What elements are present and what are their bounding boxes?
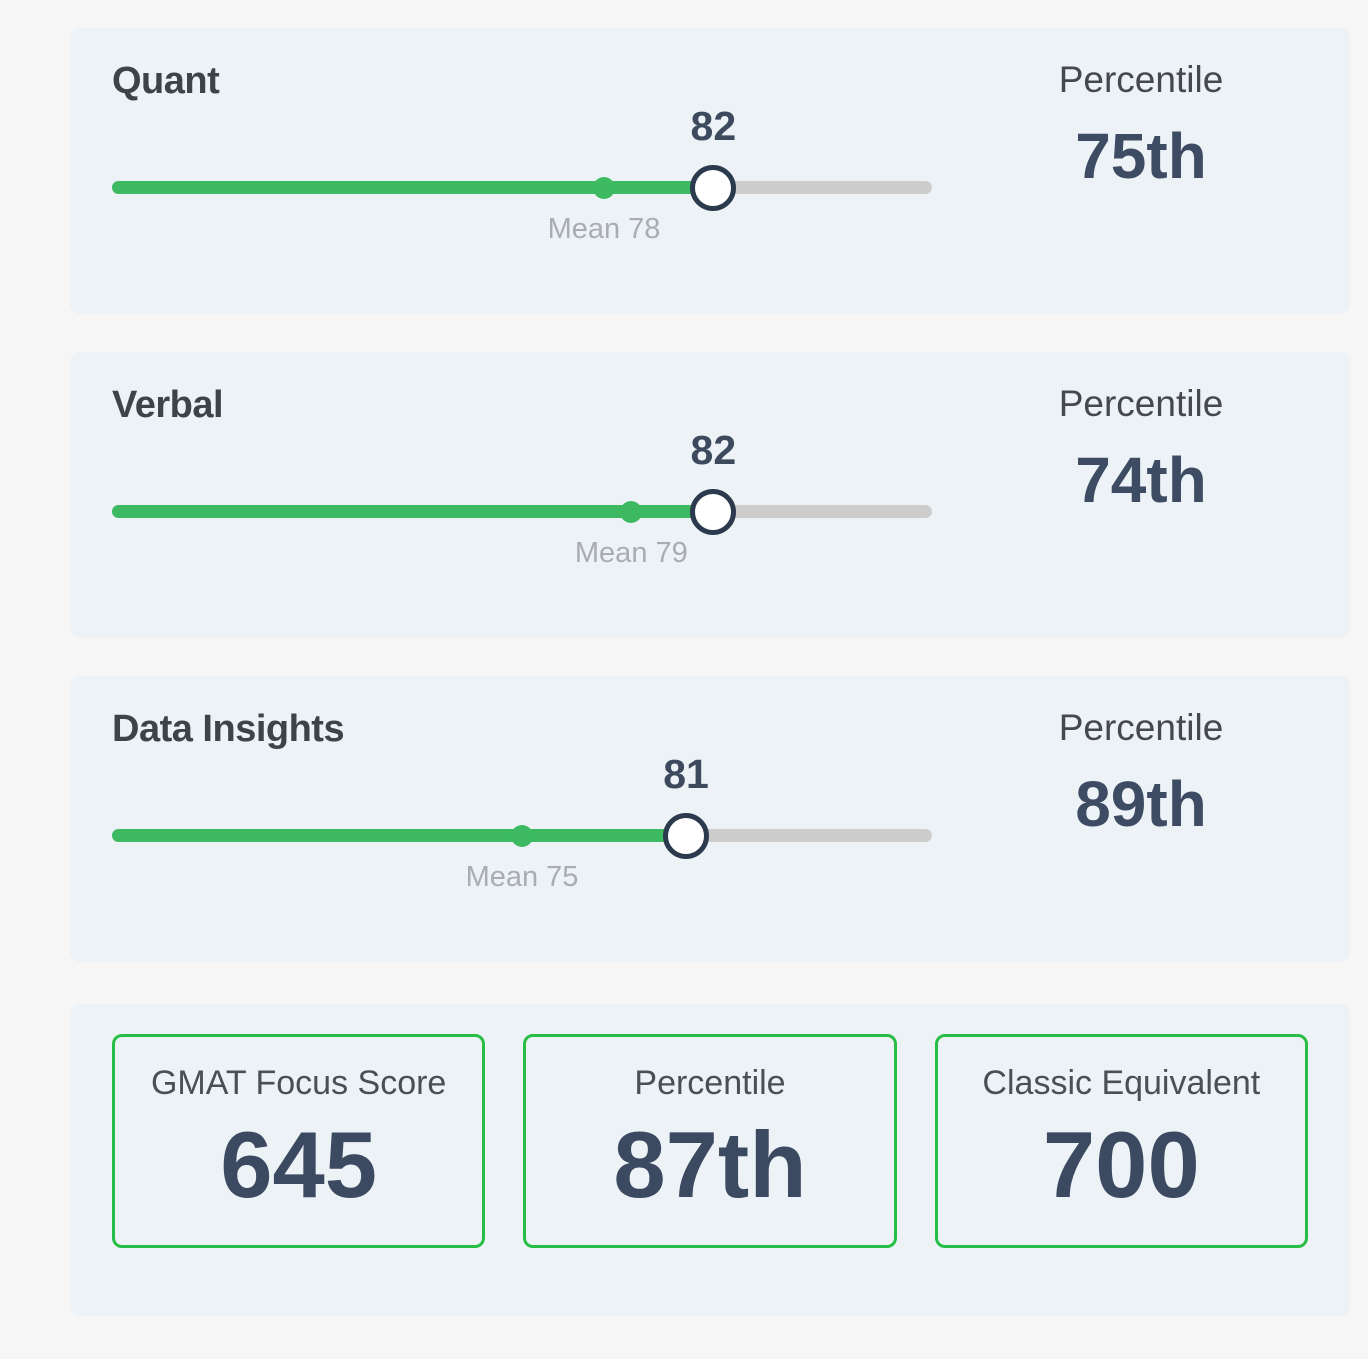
percentile-block: Percentile 74th <box>1001 382 1281 512</box>
score-report-page: Quant Percentile 75th 82 Mean 78 Verbal … <box>70 28 1350 1316</box>
slider-fill <box>112 181 714 194</box>
summary-card-value: 700 <box>1042 1111 1200 1217</box>
percentile-block: Percentile 89th <box>1001 706 1281 836</box>
slider-handle[interactable] <box>690 165 737 211</box>
mean-dot <box>620 501 643 523</box>
summary-card-label: Classic Equivalent <box>982 1064 1261 1102</box>
summary-card-label: GMAT Focus Score <box>150 1064 447 1102</box>
summary-card-classic-equivalent: Classic Equivalent 700 <box>934 1034 1308 1248</box>
percentile-heading: Percentile <box>1058 383 1224 424</box>
slider-handle[interactable] <box>690 489 737 535</box>
section-title: Quant <box>112 60 220 102</box>
slider-fill <box>112 829 686 842</box>
section-card-verbal: Verbal Percentile 74th 82 Mean 79 <box>70 352 1350 638</box>
percentile-value: 74th <box>1075 444 1207 517</box>
score-value: 81 <box>663 751 709 797</box>
slider-fill <box>112 505 714 518</box>
mean-dot <box>593 177 615 199</box>
score-value: 82 <box>690 427 737 473</box>
section-card-quant: Quant Percentile 75th 82 Mean 78 <box>70 28 1350 314</box>
mean-label: Mean 78 <box>547 213 661 245</box>
summary-card-value: 87th <box>613 1111 807 1217</box>
percentile-heading: Percentile <box>1058 59 1224 100</box>
summary-card-gmat-focus-score: GMAT Focus Score 645 <box>112 1034 486 1248</box>
summary-panel: GMAT Focus Score 645 Percentile 87th Cla… <box>70 1004 1350 1316</box>
percentile-value: 89th <box>1075 768 1207 841</box>
summary-card-value: 645 <box>220 1111 378 1217</box>
summary-card-percentile: Percentile 87th <box>523 1034 897 1248</box>
percentile-block: Percentile 75th <box>1001 58 1281 188</box>
section-title: Verbal <box>112 384 224 426</box>
percentile-value: 75th <box>1075 120 1207 193</box>
summary-card-label: Percentile <box>634 1064 786 1102</box>
section-card-data-insights: Data Insights Percentile 89th 81 Mean 75 <box>70 676 1350 962</box>
percentile-heading: Percentile <box>1058 707 1224 748</box>
section-title: Data Insights <box>112 708 345 750</box>
score-value: 82 <box>690 103 737 149</box>
slider-handle[interactable] <box>663 813 709 859</box>
mean-dot <box>511 825 533 847</box>
mean-label: Mean 79 <box>574 537 688 569</box>
mean-label: Mean 75 <box>465 861 579 893</box>
